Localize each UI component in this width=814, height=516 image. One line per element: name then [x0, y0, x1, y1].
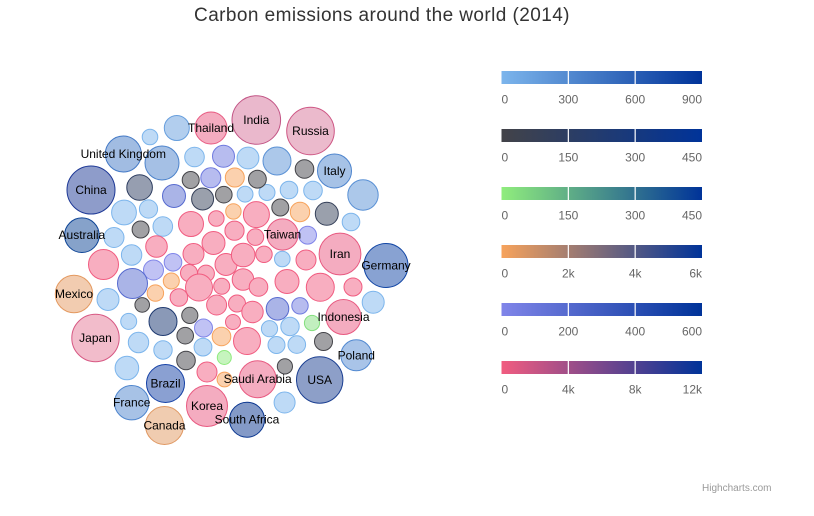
svg-text:Italy: Italy: [323, 164, 345, 178]
svg-text:12k: 12k: [683, 383, 703, 397]
svg-text:Japan: Japan: [79, 331, 112, 345]
svg-text:China: China: [75, 183, 107, 197]
svg-text:0: 0: [502, 267, 509, 281]
svg-text:Mexico: Mexico: [55, 287, 93, 301]
svg-text:Highcharts.com: Highcharts.com: [702, 483, 771, 494]
svg-text:Saudi Arabia: Saudi Arabia: [224, 372, 292, 386]
svg-text:8k: 8k: [629, 383, 643, 397]
svg-text:Russia: Russia: [292, 124, 329, 138]
svg-text:Taiwan: Taiwan: [264, 228, 301, 242]
svg-text:USA: USA: [307, 373, 332, 387]
svg-text:Carbon emissions around the wo: Carbon emissions around the world (2014): [194, 5, 570, 26]
svg-text:300: 300: [625, 151, 645, 165]
svg-text:4k: 4k: [629, 267, 643, 281]
svg-text:Australia: Australia: [59, 228, 106, 242]
svg-text:450: 450: [682, 209, 702, 223]
svg-text:South Africa: South Africa: [215, 413, 280, 427]
svg-text:Korea: Korea: [191, 399, 223, 413]
svg-text:0: 0: [502, 209, 509, 223]
svg-text:0: 0: [502, 383, 509, 397]
svg-text:150: 150: [558, 151, 578, 165]
svg-text:300: 300: [558, 93, 578, 107]
svg-text:0: 0: [502, 151, 509, 165]
svg-text:France: France: [113, 396, 151, 410]
svg-text:United Kingdom: United Kingdom: [81, 147, 166, 161]
svg-text:Brazil: Brazil: [150, 377, 180, 391]
svg-text:India: India: [243, 113, 269, 127]
svg-text:Canada: Canada: [143, 419, 185, 433]
svg-text:0: 0: [502, 93, 509, 107]
svg-text:4k: 4k: [562, 383, 576, 397]
svg-text:150: 150: [558, 209, 578, 223]
svg-text:450: 450: [682, 151, 702, 165]
svg-text:2k: 2k: [562, 267, 576, 281]
svg-text:200: 200: [558, 325, 578, 339]
svg-text:600: 600: [625, 93, 645, 107]
svg-text:Germany: Germany: [361, 259, 410, 273]
svg-text:900: 900: [682, 93, 702, 107]
svg-text:6k: 6k: [689, 267, 703, 281]
svg-text:Thailand: Thailand: [188, 121, 234, 135]
svg-text:300: 300: [625, 209, 645, 223]
svg-text:0: 0: [502, 325, 509, 339]
svg-text:Iran: Iran: [330, 247, 351, 261]
svg-text:Indonesia: Indonesia: [317, 310, 369, 324]
svg-text:Poland: Poland: [338, 348, 375, 362]
svg-text:400: 400: [625, 325, 645, 339]
svg-text:600: 600: [682, 325, 702, 339]
